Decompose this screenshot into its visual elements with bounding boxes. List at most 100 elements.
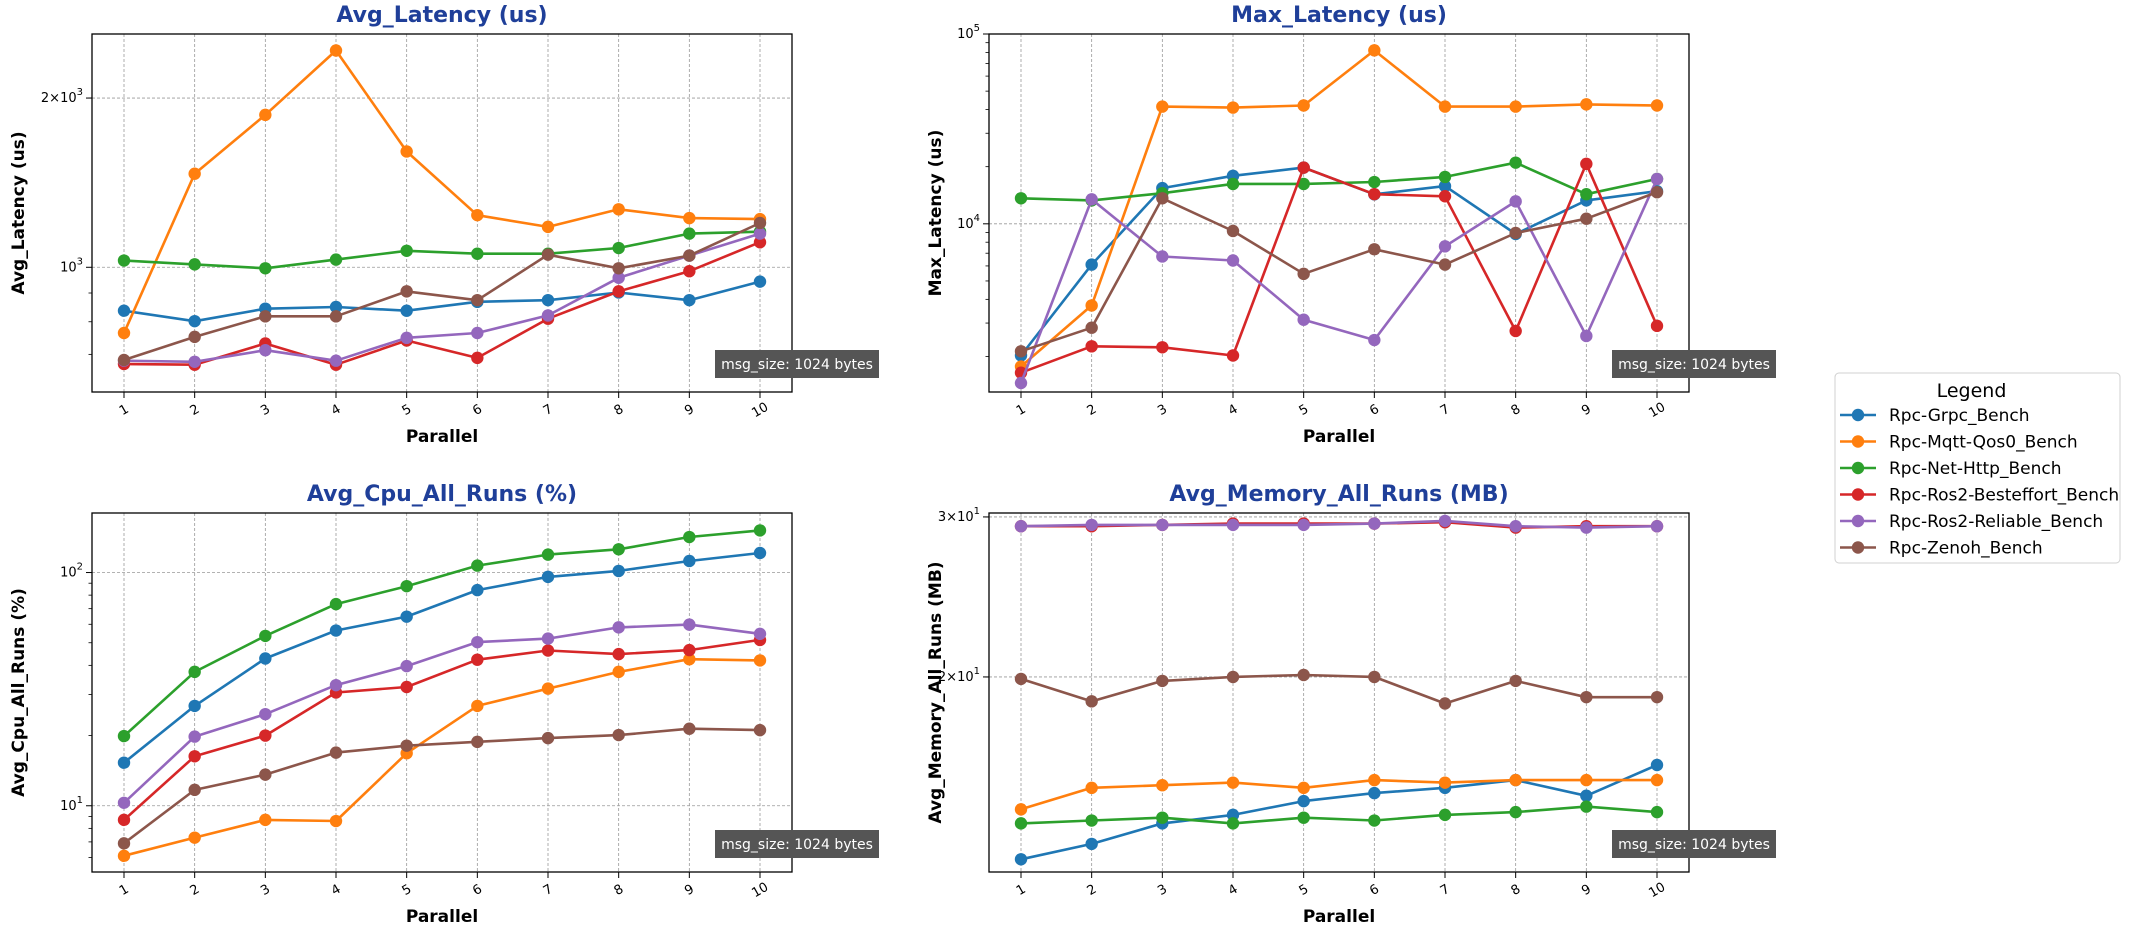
series-line (122, 49, 761, 334)
chart-title: Avg_Cpu_All_Runs (%) (307, 482, 577, 507)
data-point (259, 262, 272, 275)
data-point (188, 665, 201, 679)
data-point (683, 643, 696, 657)
legend-box (1834, 372, 2121, 564)
legend-entry-rpc-mqtt-qos0-bench: Rpc-Mqtt-Qos0_Bench (1840, 433, 2078, 453)
data-point (753, 275, 767, 288)
data-point (188, 258, 201, 271)
data-point (1580, 329, 1593, 343)
legend-label: Rpc-Ros2-Besteffort_Bench (1889, 486, 2119, 506)
annotation-box (1612, 830, 1776, 858)
data-point (329, 814, 343, 828)
data-point (541, 644, 555, 657)
x-tick-label: 7 (1438, 882, 1453, 899)
x-tick-label: 4 (1226, 882, 1241, 899)
data-point (117, 837, 131, 850)
x-tick-label: 1 (1014, 402, 1029, 419)
data-point (1014, 520, 1028, 533)
data-point (1438, 697, 1452, 710)
x-tick-label: 5 (1297, 402, 1312, 419)
series-rpc-ros2-besteffort-bench (1014, 157, 1664, 379)
data-point (471, 735, 484, 749)
data-point (329, 678, 343, 692)
data-point (259, 707, 272, 721)
data-point (612, 241, 625, 255)
x-tick-label: 5 (400, 882, 415, 899)
series-line (123, 280, 761, 323)
data-point (612, 647, 625, 661)
data-point (753, 227, 767, 240)
data-point (1438, 240, 1452, 253)
data-point (117, 254, 131, 267)
data-point (683, 530, 696, 544)
legend-entry-rpc-net-http-bench: Rpc-Net-Http_Bench (1840, 459, 2061, 479)
series-line (123, 638, 761, 821)
x-axis-label: Parallel (406, 427, 478, 447)
series-line (1020, 763, 1658, 861)
data-point (400, 739, 413, 752)
x-axis-label: Parallel (406, 907, 478, 927)
data-point (471, 351, 484, 365)
y-tick-label: 101 (60, 795, 83, 814)
annotation-box (715, 350, 879, 378)
data-point (1368, 786, 1381, 800)
legend-entry-rpc-grpc-bench: Rpc-Grpc_Bench (1840, 406, 2030, 426)
x-tick-label: 1 (117, 882, 132, 899)
data-point (1580, 188, 1593, 201)
data-point (1438, 808, 1452, 822)
series-rpc-zenoh-bench (1014, 668, 1664, 710)
data-point (329, 624, 343, 637)
data-point (541, 570, 555, 584)
data-point (1085, 321, 1098, 334)
data-point (1580, 212, 1593, 225)
series-line (123, 551, 761, 764)
y-tick-label: 105 (957, 23, 980, 42)
annotation-text: msg_size: 1024 bytes (721, 357, 873, 373)
data-point (683, 722, 696, 735)
data-point (188, 699, 201, 713)
data-point (1085, 695, 1098, 708)
data-point (471, 293, 484, 307)
data-point (1156, 779, 1169, 792)
data-point (683, 554, 696, 568)
data-point (329, 354, 343, 367)
msg-size-annotation: msg_size: 1024 bytes (715, 350, 879, 378)
series-rpc-zenoh-bench (117, 216, 767, 367)
data-point (1509, 195, 1522, 208)
data-point (329, 300, 343, 314)
series-rpc-ros2-besteffort-bench (117, 236, 767, 371)
data-point (612, 285, 625, 298)
x-tick-label: 9 (1579, 882, 1594, 899)
x-tick-label: 8 (612, 882, 627, 899)
legend-marker (1851, 488, 1865, 501)
axes-frame (988, 512, 1690, 873)
data-point (1368, 670, 1381, 684)
x-tick-label: 10 (749, 400, 771, 421)
legend-label: Rpc-Ros2-Reliable_Bench (1889, 512, 2103, 532)
x-tick-label: 7 (1438, 402, 1453, 419)
data-point (541, 548, 555, 561)
x-tick-label: 4 (329, 882, 344, 899)
data-point (471, 653, 484, 666)
data-point (1297, 313, 1310, 326)
data-point (117, 756, 131, 769)
data-point (683, 618, 696, 631)
data-point (471, 583, 484, 597)
series-line (1020, 162, 1659, 374)
data-point (259, 310, 272, 323)
data-point (1509, 805, 1522, 819)
data-point (117, 729, 131, 743)
x-tick-label: 9 (682, 882, 697, 899)
annotation-box (1612, 350, 1776, 378)
data-point (612, 262, 625, 275)
data-point (612, 621, 625, 634)
legend-marker (1851, 408, 1865, 422)
series-line (1020, 673, 1657, 705)
data-point (1368, 773, 1381, 787)
data-point (1438, 179, 1452, 193)
data-point (400, 285, 413, 298)
series-rpc-grpc-bench (1014, 758, 1664, 866)
x-tick-label: 1 (1014, 882, 1029, 899)
subplot-max-latency-us: Max_Latency (us) 104 105 1 2 3 4 5 6 7 8 9 10 Paralle… (926, 3, 1776, 447)
